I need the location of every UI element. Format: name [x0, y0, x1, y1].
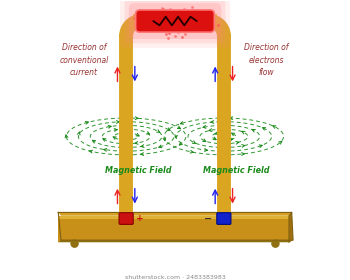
Text: Direction of
electrons
flow: Direction of electrons flow: [244, 43, 288, 77]
Text: Direction of
conventional
current: Direction of conventional current: [60, 43, 109, 77]
Polygon shape: [58, 240, 293, 242]
Circle shape: [71, 240, 78, 247]
Text: +: +: [136, 214, 144, 223]
Text: −: −: [204, 214, 212, 224]
FancyBboxPatch shape: [217, 213, 231, 224]
Text: Magnetic Field: Magnetic Field: [203, 166, 270, 175]
Polygon shape: [58, 216, 289, 242]
Polygon shape: [58, 216, 289, 219]
FancyBboxPatch shape: [136, 10, 214, 32]
Text: shutterstock.com · 2483383983: shutterstock.com · 2483383983: [125, 275, 225, 280]
FancyBboxPatch shape: [119, 213, 133, 224]
FancyBboxPatch shape: [120, 0, 230, 48]
Polygon shape: [58, 213, 292, 216]
FancyBboxPatch shape: [125, 0, 225, 43]
Polygon shape: [289, 213, 293, 242]
Circle shape: [272, 240, 279, 247]
FancyBboxPatch shape: [129, 3, 221, 39]
Text: Magnetic Field: Magnetic Field: [105, 166, 172, 175]
